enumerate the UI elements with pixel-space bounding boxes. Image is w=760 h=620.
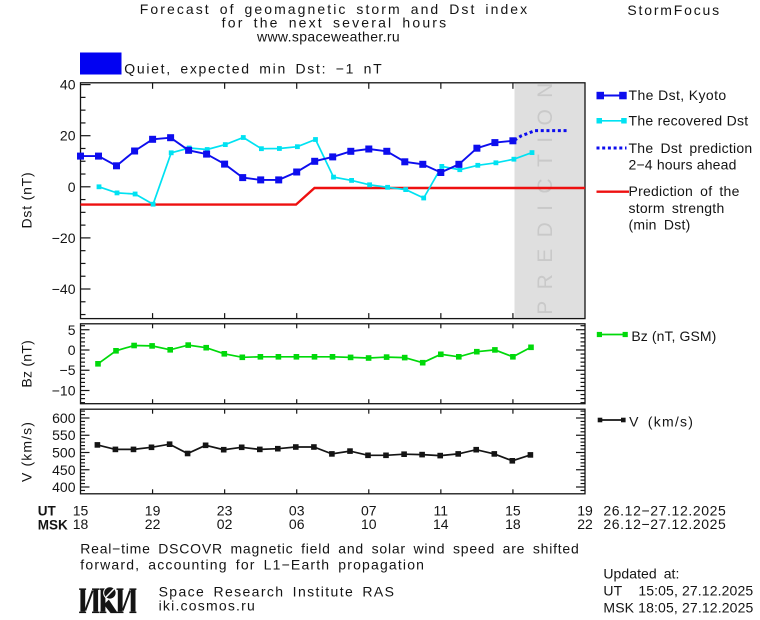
- svg-text:15: 15: [505, 502, 521, 518]
- svg-text:15: 15: [73, 502, 89, 518]
- svg-text:V (km/s): V (km/s): [629, 413, 694, 429]
- svg-text:MSK 18:05, 27.12.2025: MSK 18:05, 27.12.2025: [603, 600, 753, 616]
- svg-text:The recovered Dst: The recovered Dst: [629, 113, 749, 129]
- svg-text:0: 0: [68, 179, 76, 195]
- svg-text:www.spaceweather.ru: www.spaceweather.ru: [256, 29, 400, 45]
- svg-text:for the next several hours: for the next several hours: [222, 15, 449, 31]
- svg-text:MSK: MSK: [38, 517, 68, 532]
- svg-text:Updated at:: Updated at:: [603, 566, 679, 582]
- svg-text:11: 11: [434, 502, 449, 518]
- svg-text:22: 22: [145, 516, 161, 532]
- svg-text:19: 19: [577, 502, 593, 518]
- svg-text:10: 10: [361, 516, 377, 532]
- svg-text:02: 02: [217, 516, 233, 532]
- svg-text:450: 450: [52, 462, 76, 478]
- svg-text:19: 19: [145, 502, 161, 518]
- svg-text:06: 06: [289, 516, 305, 532]
- svg-text:Real−time DSCOVR magnetic fiel: Real−time DSCOVR magnetic field and sola…: [80, 541, 579, 557]
- svg-text:Bz (nT, GSM): Bz (nT, GSM): [631, 328, 716, 344]
- svg-text:0: 0: [68, 342, 76, 358]
- svg-text:600: 600: [52, 410, 76, 426]
- svg-text:UT 15:05, 27.12.2025: UT 15:05, 27.12.2025: [603, 583, 753, 599]
- svg-text:400: 400: [52, 479, 76, 495]
- svg-text:iki.cosmos.ru: iki.cosmos.ru: [159, 597, 256, 613]
- svg-text:26.12−27.12.2025: 26.12−27.12.2025: [603, 516, 726, 532]
- svg-text:UT: UT: [38, 504, 57, 519]
- svg-text:−5: −5: [60, 362, 76, 378]
- svg-text:22: 22: [577, 516, 593, 532]
- svg-text:Dst (nT): Dst (nT): [19, 172, 35, 229]
- svg-text:07: 07: [361, 502, 377, 518]
- svg-text:(min Dst): (min Dst): [629, 217, 691, 233]
- svg-text:Prediction of the: Prediction of the: [629, 183, 740, 199]
- svg-text:5: 5: [68, 322, 76, 338]
- svg-text:40: 40: [60, 77, 76, 93]
- svg-text:−40: −40: [52, 281, 76, 297]
- svg-text:Space Research Institute RAS: Space Research Institute RAS: [159, 583, 396, 599]
- svg-text:14: 14: [433, 516, 449, 532]
- svg-text:18: 18: [73, 516, 89, 532]
- svg-text:03: 03: [289, 502, 305, 518]
- svg-text:−10: −10: [52, 383, 76, 399]
- svg-text:20: 20: [60, 128, 76, 144]
- svg-text:The Dst, Kyoto: The Dst, Kyoto: [629, 87, 727, 103]
- svg-text:Forecast of geomagnetic storm: Forecast of geomagnetic storm and Dst in…: [140, 1, 529, 17]
- svg-text:550: 550: [52, 427, 76, 443]
- svg-text:Bz (nT): Bz (nT): [19, 340, 35, 388]
- svg-text:StormFocus: StormFocus: [627, 2, 721, 18]
- svg-text:26.12−27.12.2025: 26.12−27.12.2025: [603, 503, 726, 519]
- svg-text:−20: −20: [52, 230, 76, 246]
- svg-text:Quiet, expected min Dst: −1 nT: Quiet, expected min Dst: −1 nT: [124, 60, 383, 76]
- svg-text:500: 500: [52, 445, 76, 461]
- svg-text:forward, accounting for L1−Ear: forward, accounting for L1−Earth propaga…: [80, 557, 425, 573]
- svg-text:The Dst prediction: The Dst prediction: [629, 140, 753, 156]
- svg-text:PREDICTION: PREDICTION: [534, 71, 557, 315]
- svg-text:23: 23: [217, 502, 233, 518]
- svg-text:V (km/s): V (km/s): [19, 421, 35, 482]
- svg-text:storm strength: storm strength: [629, 200, 725, 216]
- svg-text:2−4 hours ahead: 2−4 hours ahead: [629, 157, 737, 173]
- svg-text:18: 18: [505, 516, 521, 532]
